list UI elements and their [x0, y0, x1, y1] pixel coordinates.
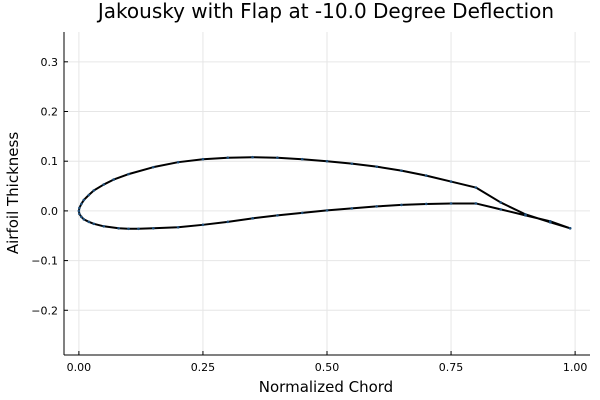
y-tick-label: 0.1 [41, 155, 59, 168]
airfoil-point [137, 227, 140, 231]
y-tick-label: −0.2 [31, 304, 58, 317]
y-tick-label: 0.3 [41, 56, 59, 69]
airfoil-point [251, 217, 254, 220]
airfoil-point [152, 226, 155, 230]
airfoil-point [499, 201, 502, 204]
airfoil-point [176, 160, 180, 164]
airfoil-point [112, 178, 115, 181]
airfoil-point [276, 214, 279, 217]
x-axis-label: Normalized Chord [259, 378, 393, 396]
y-tick-label: −0.1 [31, 255, 58, 268]
airfoil-point [78, 206, 81, 210]
airfoil-point [300, 157, 304, 161]
airfoil-point [127, 227, 130, 231]
y-tick-label: 0.2 [41, 106, 59, 119]
airfoil-point [201, 157, 205, 161]
airfoil-point [499, 208, 502, 211]
airfoil-point [375, 205, 378, 208]
airfoil-point [92, 189, 96, 192]
airfoil-point [77, 209, 81, 213]
airfoil-point [102, 183, 105, 186]
x-tick-label: 0.50 [315, 361, 340, 374]
airfoil-point [524, 214, 527, 217]
x-tick-label: 0.25 [191, 361, 216, 374]
airfoil-point [226, 156, 230, 160]
chart-title: Jakousky with Flap at -10.0 Degree Defle… [96, 0, 554, 23]
airfoil-point [80, 215, 83, 219]
airfoil-point [82, 198, 86, 202]
data-layer [77, 155, 572, 231]
airfoil-point [78, 212, 81, 216]
x-tick-label: 0.00 [67, 361, 92, 374]
airfoil-point [325, 209, 329, 212]
airfoil-point [201, 223, 205, 227]
airfoil-point [449, 202, 453, 205]
airfoil-point [325, 159, 329, 163]
airfoil-point [251, 155, 254, 159]
x-tick-label: 0.75 [439, 361, 464, 374]
airfoil-point [117, 226, 120, 230]
airfoil-point [568, 226, 572, 230]
y-tick-label: 0.0 [41, 205, 59, 218]
airfoil-point [276, 156, 279, 160]
airfoil-point [350, 207, 354, 210]
airfoil-point [474, 202, 478, 205]
airfoil-point [87, 193, 91, 197]
airfoil-point [152, 165, 155, 169]
airfoil-point [300, 211, 304, 215]
airfoil-point [400, 203, 403, 207]
airfoil-point [102, 224, 105, 228]
airfoil-point [92, 222, 96, 226]
airfoil-point [424, 202, 428, 206]
grid-layer [64, 32, 590, 355]
airfoil-point [549, 220, 552, 223]
x-tick-label: 1.00 [563, 361, 588, 374]
airfoil-point [127, 172, 130, 176]
airfoil-point [80, 202, 83, 206]
airfoil-point [424, 174, 428, 177]
airfoil-point [226, 220, 230, 224]
airfoil-point [176, 225, 180, 229]
airfoil-point [82, 218, 86, 221]
airfoil-point [350, 162, 354, 165]
airfoil-point [375, 165, 378, 168]
airfoil-point [474, 186, 478, 189]
airfoil-point [87, 220, 91, 224]
airfoil-point [400, 169, 403, 172]
airfoil-outline [77, 156, 571, 230]
airfoil-point [449, 180, 453, 183]
y-axis-label: Airfoil Thickness [4, 132, 22, 254]
tick-layer: 0.00 0.25 0.50 0.75 1.00 −0.2 −0.1 0.0 0.1 0.2 0.3 [31, 56, 587, 374]
